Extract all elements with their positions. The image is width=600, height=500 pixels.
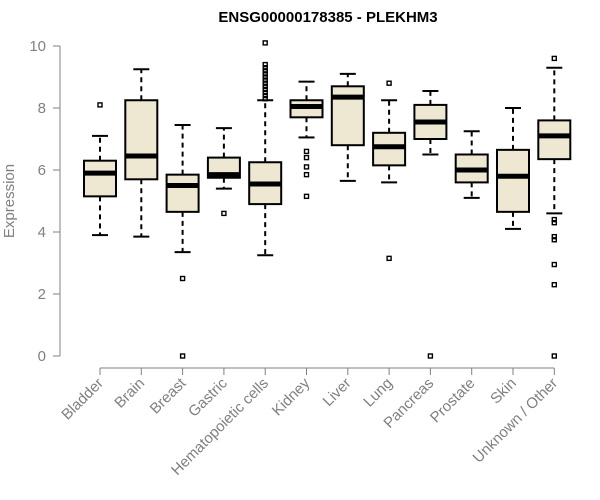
y-tick-label: 0 <box>38 348 46 365</box>
outlier-point <box>262 61 268 68</box>
outlier-point <box>551 55 557 62</box>
box-iqr <box>537 119 572 161</box>
outlier-point <box>386 255 392 262</box>
x-tick-label: Lung <box>360 375 396 411</box>
x-tick-label: Liver <box>320 375 355 410</box>
outlier-point <box>303 193 310 200</box>
x-tick-label: Kidney <box>269 374 314 419</box>
box-group <box>165 124 200 359</box>
box-group <box>537 55 572 359</box>
box-group <box>454 130 489 199</box>
outlier-point <box>262 77 268 83</box>
box-group <box>372 80 407 262</box>
y-tick-label: 2 <box>38 286 46 303</box>
outlier-point <box>551 233 557 240</box>
outlier-point <box>262 89 268 96</box>
outlier-point <box>303 171 310 178</box>
y-tick-label: 4 <box>38 224 46 241</box>
x-tick-label: Bladder <box>58 375 107 424</box>
box-series <box>83 40 572 359</box>
chart-title: ENSG00000178385 - PLEKHM3 <box>218 9 437 26</box>
outlier-point <box>303 164 310 170</box>
outlier-point <box>262 64 268 71</box>
outlier-point <box>262 74 268 80</box>
x-tick-label: Skin <box>487 375 520 408</box>
box-iqr <box>496 148 530 213</box>
outlier-point <box>551 261 557 268</box>
outlier-point <box>262 80 268 86</box>
outlier-point <box>262 92 268 99</box>
outlier-point <box>551 219 557 226</box>
box-iqr <box>124 99 159 181</box>
outlier-point <box>262 71 268 77</box>
box-group <box>413 89 448 359</box>
y-axis-title: Expression <box>1 164 18 238</box>
outlier-point <box>551 237 557 243</box>
y-axis: 0 2 4 6 8 10 <box>29 38 61 365</box>
outlier-point <box>551 353 557 359</box>
outlier-point <box>262 83 268 90</box>
y-tick-label: 10 <box>29 38 46 55</box>
box-iqr <box>83 159 117 198</box>
y-tick-label: 6 <box>38 162 46 179</box>
y-tick-label: 8 <box>38 100 46 117</box>
box-group <box>496 107 530 230</box>
x-tick-label: Prostate <box>427 375 479 427</box>
outlier-point <box>221 210 227 217</box>
outlier-point <box>262 86 268 93</box>
box-group <box>83 102 117 237</box>
outlier-point <box>262 40 268 46</box>
x-tick-label: Brain <box>111 375 148 412</box>
box-group <box>124 68 159 238</box>
outlier-point <box>386 80 392 86</box>
outlier-point <box>551 216 557 223</box>
outlier-point <box>262 68 268 74</box>
x-tick-label: Breast <box>147 374 190 417</box>
box-group <box>289 80 324 200</box>
box-iqr <box>165 173 200 213</box>
outlier-point <box>303 154 310 161</box>
outlier-point <box>303 148 310 155</box>
outlier-point <box>262 95 268 102</box>
outlier-point <box>179 353 186 359</box>
outlier-point <box>551 282 557 288</box>
box-group <box>248 40 283 257</box>
box-group <box>206 127 241 217</box>
outlier-point <box>427 353 434 359</box>
outlier-point <box>97 102 103 108</box>
outlier-point <box>179 275 186 282</box>
box-group <box>330 72 365 182</box>
